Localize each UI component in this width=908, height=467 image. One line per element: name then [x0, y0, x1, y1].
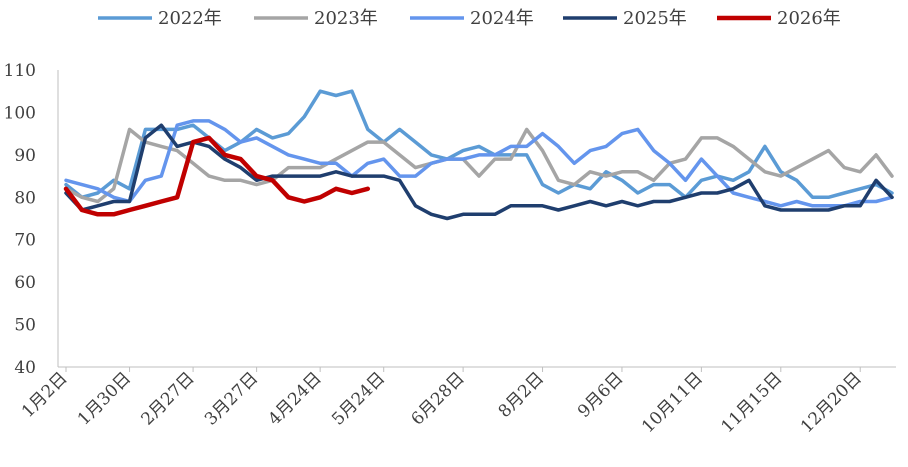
- y-tick-label: 110: [4, 61, 36, 81]
- series-line-2024: [64, 119, 894, 208]
- x-axis: 1月2日 1月30日 2月27日 3月27日 4月24日 5月24日 6月28日 8月2日 9月…: [18, 366, 896, 437]
- x-tick-label: 11月15日: [718, 368, 787, 437]
- series-layer: [63, 89, 894, 221]
- series-line-2025: [64, 123, 894, 221]
- y-tick-label: 50: [14, 316, 36, 336]
- x-tick-label: 10月11日: [638, 368, 707, 437]
- y-tick-label: 100: [4, 103, 36, 123]
- x-tick-label: 1月30日: [74, 368, 135, 429]
- x-tick-label: 6月28日: [408, 368, 469, 429]
- legend-label: 2022年: [158, 8, 222, 29]
- x-tick-label: 8月2日: [495, 368, 548, 421]
- legend-label: 2026年: [777, 8, 841, 29]
- legend-label: 2025年: [623, 8, 687, 29]
- y-tick-label: 60: [14, 273, 36, 293]
- y-tick-label: 90: [14, 146, 36, 166]
- y-tick-label: 40: [14, 358, 36, 378]
- x-tick-label: 4月24日: [265, 368, 326, 429]
- x-tick-label: 3月27日: [201, 368, 262, 429]
- series-line-2026: [63, 135, 371, 217]
- y-tick-label: 70: [14, 231, 36, 251]
- y-axis: 40 50 60 70 80 90 100 110: [4, 61, 59, 378]
- x-tick-label: 9月6日: [574, 368, 627, 421]
- x-tick-label: 5月24日: [328, 368, 389, 429]
- legend: 2022年 2023年 2024年 2025年 2026年: [98, 8, 841, 29]
- series-line-2023: [64, 127, 894, 204]
- legend-label: 2024年: [470, 8, 534, 29]
- x-tick-label: 2月27日: [137, 368, 198, 429]
- y-tick-label: 80: [14, 188, 36, 208]
- legend-label: 2023年: [314, 8, 378, 29]
- x-tick-label: 12月20日: [797, 368, 866, 437]
